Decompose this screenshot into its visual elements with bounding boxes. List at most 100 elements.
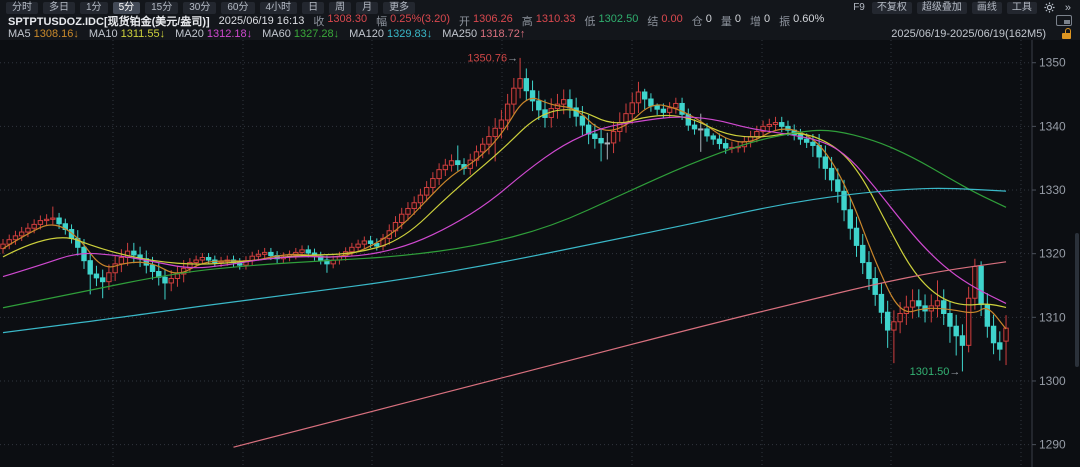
candle-body bbox=[978, 265, 984, 306]
ma-item-value: 1329.83↓ bbox=[386, 27, 433, 40]
quote-field-value: 1302.50 bbox=[598, 12, 639, 25]
candle-body bbox=[193, 259, 199, 264]
ma-item-MA5: MA5 1308.16↓ bbox=[8, 28, 79, 40]
candle-body bbox=[754, 130, 760, 138]
candle-body bbox=[685, 113, 691, 126]
candle-body bbox=[860, 244, 866, 264]
candle-body bbox=[585, 124, 592, 135]
y-axis-label-1290: 1290 bbox=[1039, 438, 1066, 452]
tab-15分[interactable]: 15分 bbox=[145, 1, 179, 14]
ma-item-value: 1308.16↓ bbox=[33, 27, 79, 40]
candle-body bbox=[511, 87, 517, 105]
ma-item-MA120: MA120 1329.83↓ bbox=[349, 28, 432, 40]
y-axis-label-1310: 1310 bbox=[1039, 310, 1066, 324]
candle-body bbox=[916, 300, 922, 307]
candle-body bbox=[162, 276, 168, 284]
candle-body bbox=[423, 186, 430, 196]
right-scrollbar[interactable] bbox=[1075, 233, 1079, 367]
candle-body bbox=[853, 227, 860, 246]
candle-body bbox=[473, 151, 480, 161]
candle-body bbox=[579, 115, 586, 126]
ma-item-value: 1311.55↓ bbox=[120, 27, 166, 40]
candle-body bbox=[417, 194, 424, 204]
candle-body bbox=[536, 100, 542, 111]
candle-body bbox=[486, 136, 492, 145]
candle-body bbox=[523, 78, 530, 92]
candle-body bbox=[199, 256, 206, 261]
symbol-title: SPTPTUSDOZ.IDC[现货铂金(美元/盎司)] bbox=[8, 15, 210, 28]
ma-item-value: 1318.72↑ bbox=[480, 27, 526, 40]
candle-body bbox=[50, 217, 56, 220]
quote-field-value: 0 bbox=[705, 12, 712, 25]
y-axis-label-1340: 1340 bbox=[1039, 119, 1066, 133]
candlestick-chart[interactable]: 1350 1340 1330 1320 1310 1300 1290 1350.76→ 1301… bbox=[0, 40, 1080, 467]
candle-body bbox=[492, 127, 498, 138]
tab-30分[interactable]: 30分 bbox=[183, 1, 217, 14]
candle-body bbox=[131, 250, 137, 256]
quote-field-label: 低 bbox=[584, 15, 596, 28]
tab-更多[interactable]: 更多 bbox=[383, 1, 416, 14]
candle-body bbox=[430, 178, 436, 188]
candle-body bbox=[56, 217, 62, 225]
y-axis-label-1330: 1330 bbox=[1039, 183, 1066, 197]
candle-body bbox=[822, 156, 829, 169]
chart-canvas[interactable]: 1350 1340 1330 1320 1310 1300 1290 1350.76→ 1301… bbox=[0, 40, 1080, 467]
candle-body bbox=[878, 293, 885, 313]
tab-5分[interactable]: 5分 bbox=[112, 1, 141, 14]
ma-line-MA20 bbox=[2, 116, 1007, 304]
ma-item-label: MA250 bbox=[442, 27, 478, 40]
ma-line-MA250 bbox=[233, 261, 1007, 448]
settings-button[interactable] bbox=[1042, 2, 1057, 13]
candle-body bbox=[367, 240, 374, 244]
float-window-icon[interactable] bbox=[1056, 15, 1072, 26]
f9-button[interactable]: F9 bbox=[853, 2, 865, 13]
tab-4小时[interactable]: 4小时 bbox=[259, 1, 298, 14]
toolbar-button-画线[interactable]: 画线 bbox=[971, 1, 1002, 14]
ma-item-MA20: MA20 1312.18↓ bbox=[175, 28, 252, 40]
candle-body bbox=[205, 256, 212, 261]
quote-datetime: 2025/06/19 16:13 bbox=[218, 14, 305, 27]
toolbar-button-工具[interactable]: 工具 bbox=[1006, 1, 1037, 14]
toolbar-button-超级叠加[interactable]: 超级叠加 bbox=[916, 1, 967, 14]
quote-field-收: 收 1308.30 bbox=[313, 13, 367, 29]
candle-body bbox=[529, 90, 536, 102]
quote-field-label: 开 bbox=[459, 15, 471, 28]
more-tools-chevron[interactable]: » bbox=[1064, 1, 1071, 14]
tab-日[interactable]: 日 bbox=[302, 1, 325, 14]
quote-field-value: 0.60% bbox=[793, 12, 825, 25]
tab-多日[interactable]: 多日 bbox=[43, 1, 75, 14]
header: 分时 多日 1分 5分 15分 30分 60分 4小时日周月更多 F9 不复权 超级叠加 画线 工具… bbox=[0, 0, 1080, 40]
ma-item-MA60: MA60 1327.28↓ bbox=[262, 28, 339, 40]
candle-body bbox=[610, 130, 617, 144]
candle-body bbox=[567, 99, 573, 109]
candle-body bbox=[779, 122, 785, 127]
candle-body bbox=[37, 220, 44, 225]
price-annotation-1301.50: 1301.50→ bbox=[910, 366, 961, 378]
y-axis-label-1300: 1300 bbox=[1039, 374, 1066, 388]
unlock-icon[interactable] bbox=[1062, 28, 1072, 39]
candle-body bbox=[691, 124, 698, 130]
candle-body bbox=[93, 273, 100, 279]
candle-body bbox=[268, 251, 274, 257]
quote-field-value: 1306.26 bbox=[473, 12, 513, 25]
float-window-icon-inner bbox=[1064, 20, 1070, 24]
candle-body bbox=[772, 122, 779, 125]
tab-周[interactable]: 周 bbox=[329, 1, 352, 14]
candle-body bbox=[716, 138, 723, 145]
candle-body bbox=[31, 223, 37, 229]
ma-line-MA10 bbox=[2, 109, 1007, 309]
tab-1分[interactable]: 1分 bbox=[80, 1, 108, 14]
toolbar-button-不复权[interactable]: 不复权 bbox=[871, 1, 912, 14]
tab-60分[interactable]: 60分 bbox=[221, 1, 255, 14]
ma-item-label: MA10 bbox=[88, 27, 118, 40]
ma-item-label: MA5 bbox=[8, 27, 31, 40]
tab-分时[interactable]: 分时 bbox=[6, 1, 38, 14]
candle-body bbox=[947, 313, 953, 327]
candle-body bbox=[635, 91, 642, 104]
tab-月[interactable]: 月 bbox=[356, 1, 379, 14]
candle-body bbox=[43, 218, 50, 222]
